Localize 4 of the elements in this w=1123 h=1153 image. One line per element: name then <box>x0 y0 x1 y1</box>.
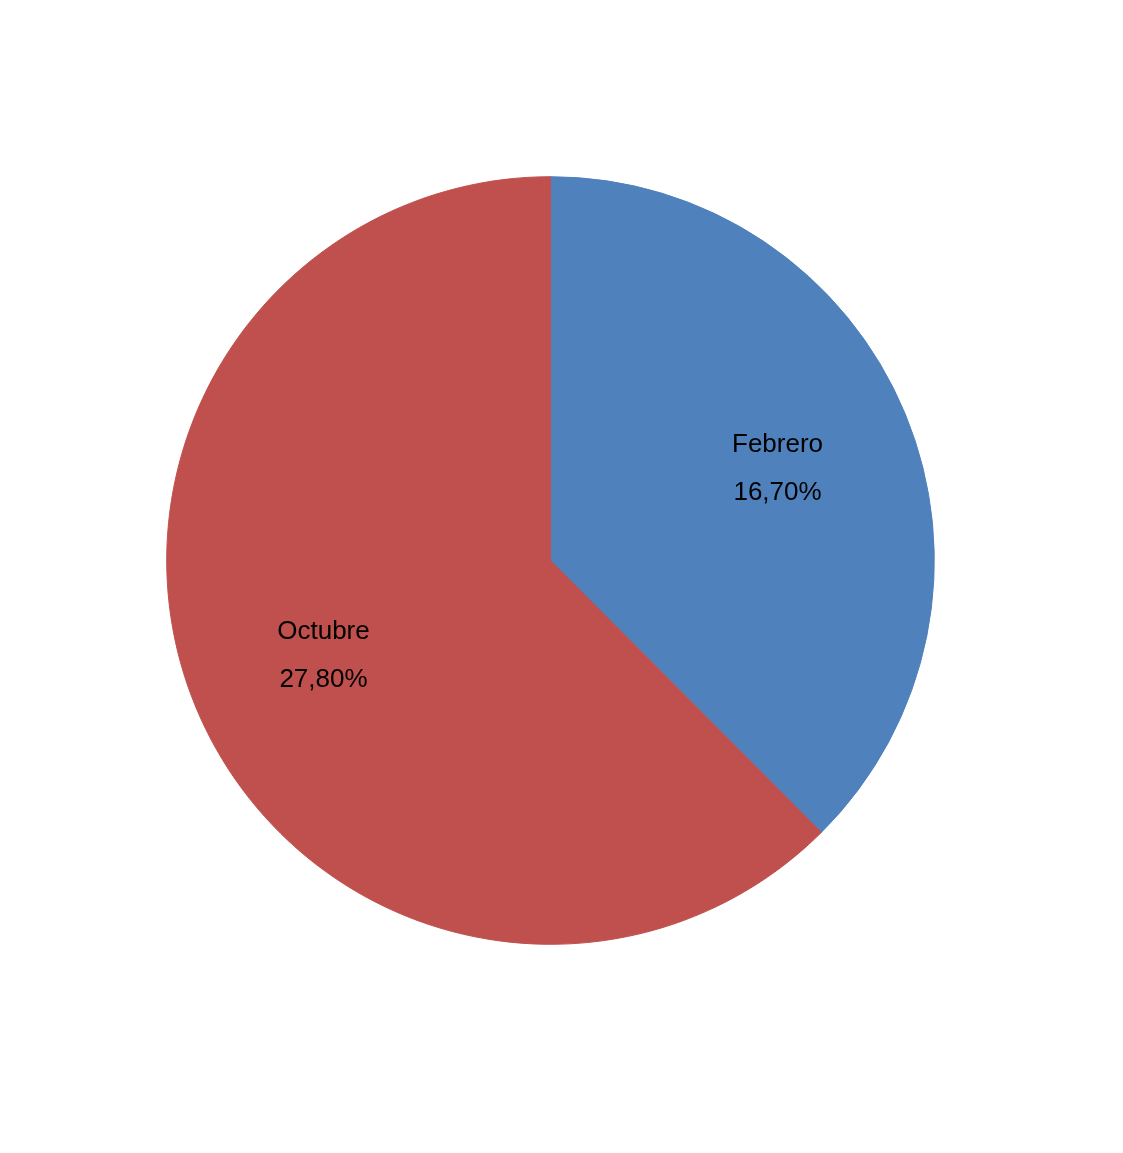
slice-label: Octubre <box>277 615 370 646</box>
data-label: 16,70% <box>733 475 822 506</box>
data-label: 27,80% <box>279 663 368 694</box>
slice-label: Febrero <box>732 427 824 458</box>
